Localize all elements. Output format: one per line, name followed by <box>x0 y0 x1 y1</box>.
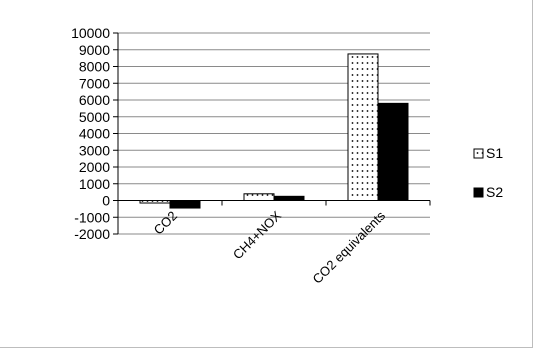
y-tick-label: 3000 <box>79 142 110 158</box>
bar-s1-1 <box>243 193 275 202</box>
y-tick-label: 8000 <box>79 59 110 75</box>
y-tick-label: 5000 <box>79 109 110 125</box>
y-tick-label: 1000 <box>79 176 110 192</box>
bar-s2-1 <box>273 195 305 201</box>
y-tick-label: 4000 <box>79 126 110 142</box>
x-category-label: CH4+NOX <box>230 208 285 263</box>
y-tick-label: -2000 <box>74 226 110 242</box>
x-category-label: CO2 equivalents <box>310 208 389 287</box>
bar-s2-0 <box>169 200 201 209</box>
legend-swatch-s2 <box>473 187 484 198</box>
x-category-label: CO2 <box>151 208 181 238</box>
y-tick-label: 7000 <box>79 75 110 91</box>
y-tick-label: -1000 <box>74 209 110 225</box>
bar-s1-2 <box>347 53 379 201</box>
y-tick-label: 0 <box>102 193 110 209</box>
y-tick-label: 10000 <box>71 25 110 41</box>
bar-s2-2 <box>377 102 409 201</box>
y-tick-label: 9000 <box>79 42 110 58</box>
legend-label-s2: S2 <box>486 184 503 200</box>
y-tick-label: 6000 <box>79 92 110 108</box>
legend-swatch-s1 <box>473 148 484 159</box>
legend-label-s1: S1 <box>486 145 503 161</box>
y-tick-label: 2000 <box>79 159 110 175</box>
